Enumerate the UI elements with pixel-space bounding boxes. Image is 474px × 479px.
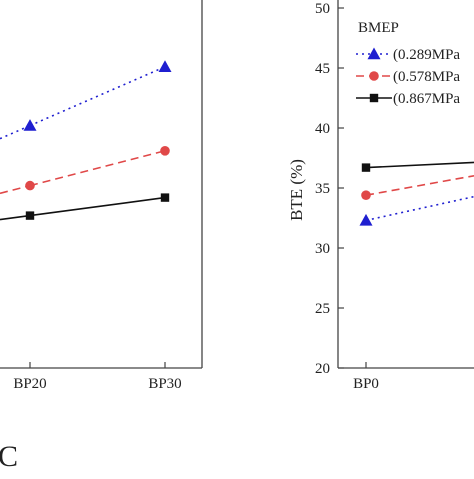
right-y-ticks: 20 25 30 35 40 45 50 [315, 1, 344, 377]
right-y-tick-label: 50 [315, 1, 330, 17]
right-y-tick-label: 45 [315, 61, 330, 77]
right-series-2 [362, 162, 474, 171]
right-x-tick-label: BP0 [353, 376, 379, 392]
legend: BMEP (0.289MPa (0.578MPa (0.867MPa [356, 20, 460, 107]
right-panel: 20 25 30 35 40 45 50 BP0 BTE (%) BMEP (0.289MP… [287, 0, 474, 392]
left-data-point [159, 60, 172, 72]
right-data-point [361, 190, 371, 200]
left-data-point [24, 119, 37, 131]
left-data-point [161, 193, 169, 201]
left-data-point [160, 146, 170, 156]
legend-marker [370, 94, 378, 102]
left-series-line [30, 67, 165, 126]
right-y-tick-label: 35 [315, 181, 330, 197]
left-series-2 [0, 193, 169, 219]
right-y-tick-label: 30 [315, 241, 330, 257]
legend-title: BMEP [358, 20, 399, 36]
left-panel: BP20 BP30 C [0, 0, 202, 473]
right-series-1 [361, 176, 474, 200]
left-x-tick-label: BP20 [13, 376, 46, 392]
left-series-line [0, 216, 30, 220]
right-series-0 [360, 197, 474, 226]
legend-label: (0.578MPa [393, 69, 460, 85]
right-y-tick-label: 40 [315, 121, 330, 137]
left-x-ticks: BP20 BP30 [13, 362, 181, 392]
left-panel-label: C [0, 440, 18, 473]
left-series-0 [0, 60, 172, 138]
right-data-point [362, 163, 370, 171]
right-x-ticks: BP0 [353, 362, 379, 392]
left-data-point [25, 181, 35, 191]
right-y-tick-label: 20 [315, 361, 330, 377]
right-series-layer [360, 162, 474, 225]
right-data-point [360, 214, 373, 226]
right-series-line [366, 176, 474, 195]
right-series-line [366, 197, 474, 221]
left-series-line [30, 151, 165, 186]
right-series-line [366, 162, 474, 167]
legend-label: (0.289MPa [393, 47, 460, 63]
left-x-tick-label: BP30 [148, 376, 181, 392]
right-y-tick-label: 25 [315, 301, 330, 317]
left-series-1 [0, 146, 170, 193]
right-y-axis-label: BTE (%) [287, 159, 306, 221]
left-data-point [26, 211, 34, 219]
left-series-line [30, 198, 165, 216]
legend-marker [369, 71, 379, 81]
left-series-layer [0, 60, 172, 219]
legend-label: (0.867MPa [393, 91, 460, 107]
